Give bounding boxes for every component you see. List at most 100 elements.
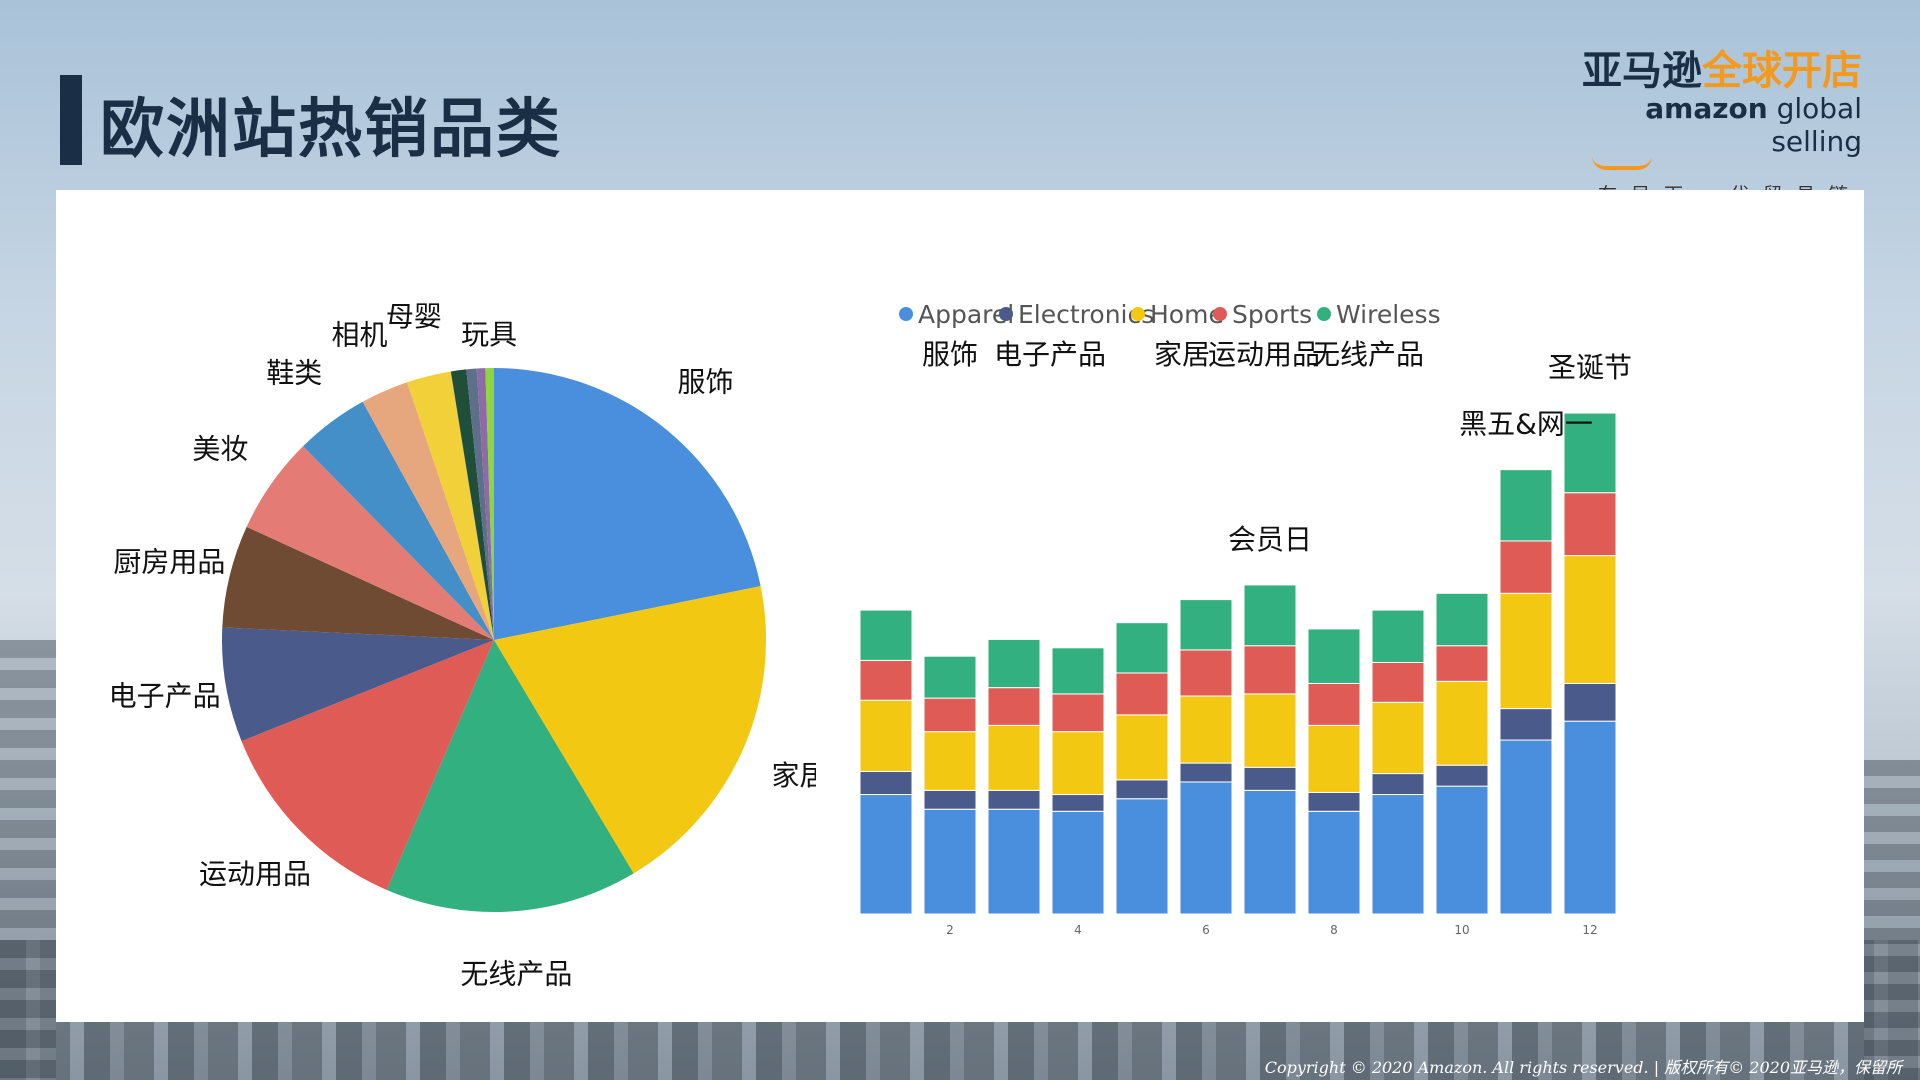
- bar-segment: [987, 808, 1041, 915]
- title-accent-bar: [60, 75, 82, 165]
- pie-slice-3: [241, 640, 494, 890]
- pie-slice-2: [386, 640, 634, 912]
- bar-segment: [1499, 540, 1553, 594]
- bar-segment: [1563, 412, 1617, 494]
- bar-segment: [923, 808, 977, 915]
- bar-annotation: 会员日: [1228, 523, 1312, 556]
- bar-segment: [859, 794, 913, 915]
- bar-segment: [1243, 645, 1297, 695]
- bar-segment: [859, 770, 913, 796]
- bar-segment: [1371, 773, 1425, 796]
- bar-annotation: 黑五&网一: [1459, 408, 1593, 441]
- bar-segment: [1307, 810, 1361, 915]
- bar-segment: [1115, 798, 1169, 915]
- bar-segment: [1435, 645, 1489, 682]
- bar-segment: [1115, 622, 1169, 674]
- bar-segment: [923, 731, 977, 791]
- pie-slice-9: [407, 371, 494, 640]
- pie-label: 母婴: [386, 300, 442, 333]
- x-tick-label: 12: [1582, 923, 1597, 937]
- logo-english: amazon global selling: [1572, 92, 1862, 158]
- bar-segment: [1243, 693, 1297, 768]
- content-panel: 服饰 家居 无线产品 运动用品 电子产品 厨房用品 美妆 鞋类 相机 母婴 玩具 Apparel 服饰…: [56, 190, 1864, 1022]
- bar-segment: [1115, 714, 1169, 781]
- legend-label: Apparel: [918, 300, 1014, 329]
- bar-segment: [987, 687, 1041, 726]
- bar-segment: [1179, 649, 1233, 697]
- bar-segment: [1499, 469, 1553, 542]
- pie-slice-11: [466, 368, 494, 640]
- legend-label-cn: 运动用品: [1208, 338, 1320, 371]
- bar-segment: [987, 638, 1041, 689]
- bar-segment: [1435, 785, 1489, 915]
- bar-segment: [1179, 599, 1233, 651]
- pie-slice-7: [303, 401, 494, 640]
- bar-segment: [1243, 766, 1297, 791]
- legend-item: Sports 运动用品: [1208, 300, 1320, 371]
- bar-segment: [1371, 661, 1425, 703]
- pie-slice-8: [362, 382, 494, 640]
- pie-label: 美妆: [192, 432, 248, 465]
- bar-segment: [1051, 647, 1105, 695]
- pie-slice-0: [494, 368, 761, 640]
- bar-segment: [1435, 592, 1489, 647]
- background-building-right: [1864, 760, 1920, 1080]
- logo-cn-part2: 全球开店: [1702, 48, 1862, 94]
- pie-label: 电子产品: [109, 680, 221, 713]
- bar-segment: [1051, 693, 1105, 733]
- pie-label: 家居: [771, 759, 816, 792]
- pie-slice-1: [494, 586, 766, 874]
- amazon-smile-icon: [1592, 156, 1652, 170]
- bar-segment: [1371, 609, 1425, 663]
- bar-segment: [923, 655, 977, 699]
- bar-segment: [923, 789, 977, 810]
- bar-segment: [1243, 789, 1297, 915]
- bar-segment: [1499, 708, 1553, 741]
- bar-segment: [1307, 628, 1361, 684]
- bar-segment: [859, 699, 913, 772]
- x-tick-label: 2: [946, 923, 954, 937]
- legend-marker: [1131, 307, 1145, 321]
- pie-label: 玩具: [461, 318, 517, 351]
- bar-segment: [1051, 810, 1105, 915]
- bar-segment: [1307, 791, 1361, 812]
- bar-segment: [1243, 584, 1297, 647]
- bar-segment: [1563, 682, 1617, 722]
- bar-segment: [1499, 592, 1553, 710]
- x-tick-label: 6: [1202, 923, 1210, 937]
- amazon-global-selling-logo: 亚马逊全球开店 amazon global selling 布局下一代贸易链: [1572, 38, 1862, 207]
- x-tick-label: 10: [1454, 923, 1469, 937]
- legend-label-cn: 家居: [1154, 338, 1210, 371]
- pie-slice-12: [476, 368, 494, 640]
- legend-label: Wireless: [1336, 300, 1441, 329]
- copyright-text: Copyright © 2020 Amazon. All rights rese…: [1264, 1058, 1902, 1077]
- bar-segment: [1179, 781, 1233, 915]
- legend-marker: [1317, 307, 1331, 321]
- logo-cn-part1: 亚马逊: [1582, 48, 1702, 94]
- pie-slice-13: [485, 368, 494, 640]
- bar-segment: [987, 789, 1041, 810]
- bar-segment: [1179, 695, 1233, 764]
- bar-segment: [1307, 724, 1361, 793]
- logo-chinese: 亚马逊全球开店: [1572, 38, 1862, 96]
- pie-label: 服饰: [677, 365, 733, 398]
- legend-marker: [899, 307, 913, 321]
- legend-item: Home 家居: [1131, 300, 1224, 371]
- bar-segment: [1051, 794, 1105, 812]
- bar-segment: [1115, 672, 1169, 716]
- legend-marker: [1213, 307, 1227, 321]
- bar-segment: [1563, 492, 1617, 557]
- bar-segment: [1371, 701, 1425, 775]
- pie-label: 相机: [331, 318, 387, 351]
- legend-label-cn: 服饰: [922, 338, 978, 371]
- bar-segment: [1563, 555, 1617, 684]
- pie-slice-6: [246, 446, 494, 640]
- pie-label: 鞋类: [266, 356, 322, 389]
- logo-en-part2: global selling: [1767, 92, 1862, 158]
- bar-segment: [1179, 762, 1233, 783]
- legend-marker: [999, 307, 1013, 321]
- bar-segment: [1435, 764, 1489, 787]
- pie-slice-10: [450, 369, 494, 640]
